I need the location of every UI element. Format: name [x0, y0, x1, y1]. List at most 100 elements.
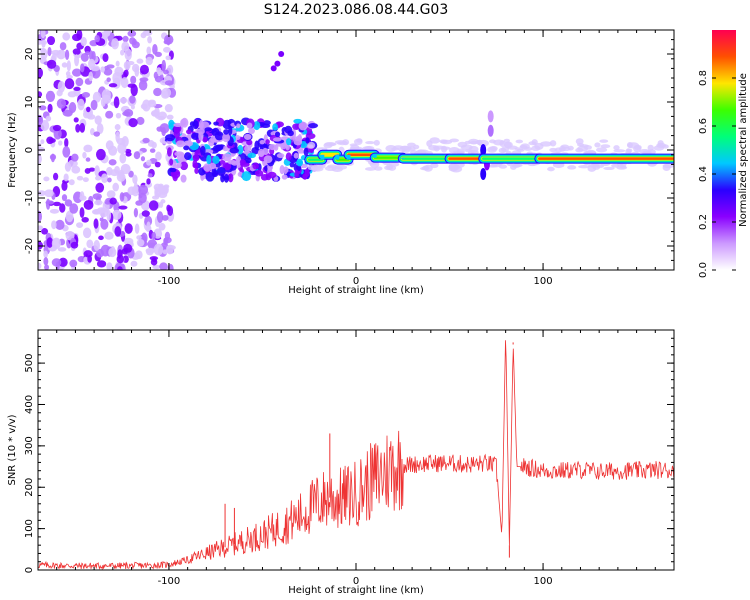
spectrogram-noise-blob	[153, 243, 164, 256]
spectrogram-noise-blob	[120, 49, 125, 56]
spectrogram-halo	[350, 144, 360, 151]
spectrogram-cluster-blob	[287, 130, 294, 137]
spectrogram-cluster-blob	[175, 140, 185, 148]
spectrogram-cluster-blob	[247, 152, 256, 159]
spectrogram-noise-blob	[57, 247, 67, 252]
spectrogram-noise-blob	[58, 257, 68, 268]
spectrogram-noise-blob	[164, 185, 169, 195]
spectrogram-noise-blob	[55, 219, 65, 230]
spectrogram-noise-blob	[71, 165, 81, 174]
colorbar-tick-label: 0.6	[698, 118, 709, 134]
spectrogram-noise-blob	[118, 205, 128, 210]
spectrogram-noise-blob	[94, 199, 103, 206]
spectrogram-cluster-blob	[252, 162, 259, 170]
spectrogram-noise-blob	[153, 87, 162, 97]
spectrogram-noise-blob	[100, 244, 111, 257]
spectrogram-noise-blob	[40, 139, 45, 145]
spectrogram-noise-blob	[47, 46, 52, 57]
spectrogram-noise-blob	[142, 137, 150, 144]
spectrogram-noise-blob	[147, 100, 157, 108]
spectrogram-noise-blob	[136, 116, 145, 125]
spectrogram-noise-blob	[51, 237, 62, 250]
spectrogram-cluster-blob	[180, 174, 187, 183]
spectrogram-noise-blob	[94, 34, 100, 43]
spectrogram-halo	[499, 140, 506, 147]
spectrogram-halo	[429, 137, 440, 144]
spectrogram-noise-blob	[38, 241, 43, 250]
spectrogram-halo	[504, 141, 512, 148]
spectrogram-cluster-blob	[263, 155, 273, 164]
spectrogram-noise-blob	[39, 47, 46, 53]
spectrogram-noise-blob	[136, 58, 144, 64]
spectrogram-noise-blob	[100, 31, 111, 38]
colorbar: 0.0 0.2 0.4 0.6 0.8 Normalized spectral ampl…	[698, 30, 749, 278]
spectrogram-cluster-blob	[254, 169, 264, 177]
spectrogram-noise-blob	[38, 146, 45, 152]
spectrogram-noise-blob	[93, 218, 99, 229]
x-tick-label: 100	[534, 576, 553, 587]
spectrogram-noise-blob	[86, 239, 94, 249]
spectrogram-noise-blob	[140, 103, 148, 110]
x-tick-label: 0	[353, 276, 359, 287]
spectrogram-noise-blob	[84, 168, 91, 174]
spectrogram-noise-blob	[50, 153, 56, 163]
spectrogram-noise-blob	[86, 106, 91, 113]
spectrogram-halo	[567, 145, 574, 151]
spectrogram-noise-blob	[164, 104, 173, 113]
spectrogram-noise-blob	[135, 250, 143, 260]
spectrogram-cluster-blob	[272, 123, 279, 131]
spectrogram-cluster-blob	[236, 123, 241, 129]
spectrogram-feature	[487, 110, 494, 123]
spectrogram-noise-blob	[58, 140, 63, 146]
spectrogram-halo	[549, 147, 557, 153]
spectrogram-cluster-blob	[227, 159, 237, 165]
spectrogram-noise-blob	[107, 177, 112, 183]
spectrogram-noise-blob	[96, 123, 104, 135]
spectrogram-noise-blob	[75, 77, 84, 87]
spectrogram-noise-blob	[105, 110, 114, 119]
spectrogram-cluster-blob	[234, 135, 241, 141]
spectrogram-noise-blob	[38, 153, 42, 165]
spectrogram-halo	[583, 145, 592, 150]
spectrogram-noise-blob	[45, 90, 56, 102]
spectrogram-cluster-blob	[292, 123, 301, 130]
spectrogram-noise-blob	[38, 225, 44, 231]
spectrogram-cluster-blob	[303, 147, 309, 157]
spectrogram-noise-blob	[80, 36, 87, 47]
spectrogram-cluster-blob	[192, 154, 200, 162]
spectrogram-cluster-blob	[308, 123, 319, 129]
spectrogram-cluster-blob	[198, 119, 204, 130]
spectrogram-feature	[487, 124, 494, 137]
snr-line	[37, 340, 675, 571]
spectrogram-cluster-blob	[241, 171, 252, 182]
spectrogram-noise-blob	[38, 114, 44, 126]
spectrogram-halo	[417, 149, 429, 154]
spectrogram-noise-blob	[150, 109, 160, 117]
spectrogram-noise-blob	[164, 231, 171, 241]
spectrogram-cluster-blob	[222, 133, 231, 143]
spectrogram-cluster-blob	[205, 171, 215, 182]
spectrogram-noise-blob	[76, 175, 84, 181]
spectrogram-cluster-blob	[260, 123, 271, 129]
spectrogram-noise-blob	[156, 69, 164, 76]
spectrogram-noise-blob	[109, 197, 117, 205]
spectrogram-noise-blob	[119, 192, 125, 202]
y-tick-label: 300	[24, 436, 35, 455]
x-tick-label: -100	[158, 276, 181, 287]
spectrogram-noise-blob	[38, 190, 47, 197]
spectrogram-noise-blob	[52, 124, 62, 132]
spectrogram-noise-blob	[161, 87, 172, 98]
spectrogram-noise-blob	[82, 151, 87, 159]
spectrogram-halo	[389, 162, 400, 167]
spectrogram-cluster-blob	[220, 173, 225, 183]
y-tick-label: 100	[24, 519, 35, 538]
spectrogram-noise-blob	[103, 68, 113, 76]
spectrogram-noise-blob	[61, 62, 68, 68]
spectrogram-noise-blob	[99, 217, 104, 222]
snr-frame	[37, 329, 675, 571]
spectrogram-cluster-blob	[246, 122, 253, 129]
colorbar-tick-label: 0.0	[698, 262, 709, 278]
spectrogram-noise-blob	[111, 38, 119, 50]
spectrogram-cluster-blob	[206, 154, 212, 165]
